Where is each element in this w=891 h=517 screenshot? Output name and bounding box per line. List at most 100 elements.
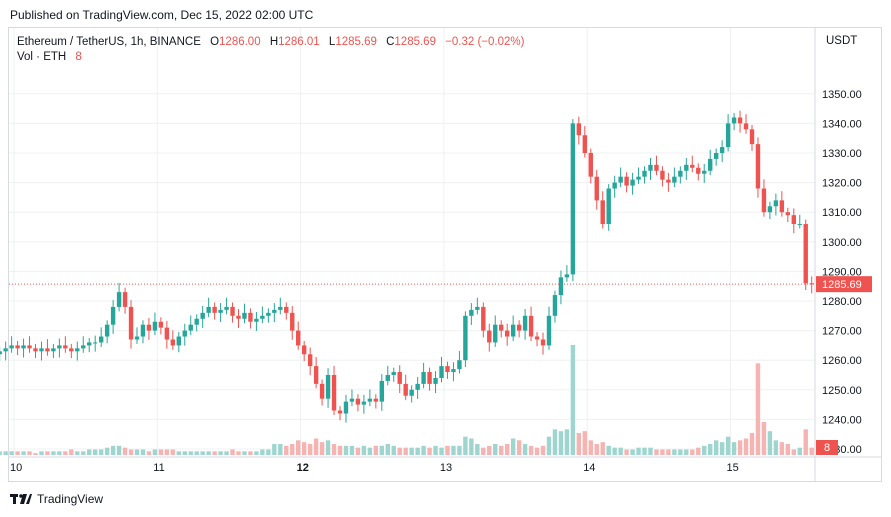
volume-bar xyxy=(397,447,402,455)
volume-bar xyxy=(307,444,313,455)
candle-body xyxy=(128,306,134,340)
candle-body xyxy=(337,410,343,414)
volume-bar xyxy=(403,447,408,455)
volume-bar xyxy=(218,451,223,455)
volume-bar xyxy=(606,445,611,455)
candle-body xyxy=(254,318,259,322)
tradingview-brand[interactable]: TradingView xyxy=(37,492,104,506)
volume-bar xyxy=(367,447,373,455)
volume-bar xyxy=(331,444,337,455)
y-tick-label: 1340.00 xyxy=(822,118,862,130)
low-label: L xyxy=(328,36,336,48)
volume-bar xyxy=(731,442,737,455)
candle-body xyxy=(600,200,605,225)
volume-bar xyxy=(319,442,325,455)
candle-body xyxy=(761,188,767,213)
volume-bar xyxy=(809,447,814,455)
candle-body xyxy=(540,339,546,346)
candle-body xyxy=(743,123,749,130)
volume-bar xyxy=(152,449,158,455)
candle-body xyxy=(660,170,665,180)
volume-bar xyxy=(45,451,50,455)
close-label: C xyxy=(386,36,395,48)
candle-body xyxy=(582,135,588,153)
volume-bar xyxy=(648,447,653,455)
volume-label[interactable]: Vol · ETH xyxy=(17,51,67,63)
volume-bar xyxy=(516,440,522,455)
volume-bar xyxy=(140,449,146,455)
volume-bar xyxy=(576,433,582,455)
volume-bar xyxy=(481,447,486,455)
volume-bar xyxy=(582,431,588,455)
candle-body xyxy=(3,348,8,352)
volume-bar xyxy=(504,444,510,455)
candle-body xyxy=(45,348,50,352)
volume-bar xyxy=(206,451,211,455)
volume-bar xyxy=(337,445,343,455)
candle-body xyxy=(290,312,295,331)
volume-bar xyxy=(654,449,659,455)
candle-body xyxy=(624,176,629,186)
volume-bar xyxy=(134,449,140,455)
candle-body xyxy=(188,324,193,331)
x-tick-label: 15 xyxy=(727,462,739,474)
candle-body xyxy=(558,277,564,296)
volume-bar xyxy=(284,445,289,455)
candle-body xyxy=(260,315,265,319)
candle-body xyxy=(104,324,110,337)
volume-bar xyxy=(803,429,808,455)
volume-bar xyxy=(15,451,20,455)
candle-body xyxy=(266,312,271,316)
candle-body xyxy=(707,158,713,171)
volume-bar xyxy=(779,442,785,455)
volume-bar xyxy=(39,451,44,455)
candle-body xyxy=(325,375,331,399)
candle-body xyxy=(552,295,558,316)
y-tick-label: 1330.00 xyxy=(822,148,862,160)
volume-bar xyxy=(564,429,570,455)
volume-bar xyxy=(767,431,773,455)
candle-body xyxy=(439,366,444,378)
candle-body xyxy=(373,398,379,402)
volume-bar xyxy=(325,440,331,455)
candle-body xyxy=(516,324,522,331)
last-volume-label: 8 xyxy=(824,442,830,454)
tradingview-logo-icon[interactable] xyxy=(10,493,32,505)
candle-body xyxy=(224,306,229,310)
candle-body xyxy=(343,401,349,414)
last-price-badge xyxy=(816,276,872,293)
volume-bar xyxy=(684,449,689,455)
volume-bar xyxy=(618,447,623,455)
volume-bar xyxy=(672,449,677,455)
candle-body xyxy=(230,306,235,316)
volume-bar xyxy=(230,449,235,455)
volume-bar xyxy=(75,451,80,455)
candle-body xyxy=(27,345,32,349)
candle-body xyxy=(755,144,761,189)
last-volume-badge xyxy=(816,440,838,455)
candle-body xyxy=(773,200,779,207)
volume-bar xyxy=(469,438,474,455)
volume-bar xyxy=(290,444,295,455)
volume-bar xyxy=(690,449,695,455)
symbol-name[interactable]: Ethereum / TetherUS, 1h, BINANCE xyxy=(17,36,201,48)
volume-bar xyxy=(624,449,629,455)
volume-bar xyxy=(719,442,725,455)
candle-body xyxy=(445,366,450,373)
open-value: 1286.00 xyxy=(219,36,261,48)
candle-body xyxy=(355,398,361,405)
candle-body xyxy=(242,312,247,319)
candle-body xyxy=(379,380,385,402)
y-tick-label: 1250.00 xyxy=(822,385,862,397)
candle-body xyxy=(182,330,187,337)
x-tick-label: 13 xyxy=(440,462,452,474)
volume-bar xyxy=(666,449,671,455)
candle-body xyxy=(93,342,98,344)
high-value: 1286.01 xyxy=(278,36,320,48)
candle-body xyxy=(212,306,217,313)
volume-bar xyxy=(612,447,617,455)
candle-body xyxy=(57,345,62,349)
candle-body xyxy=(433,377,438,384)
candle-body xyxy=(9,345,14,349)
